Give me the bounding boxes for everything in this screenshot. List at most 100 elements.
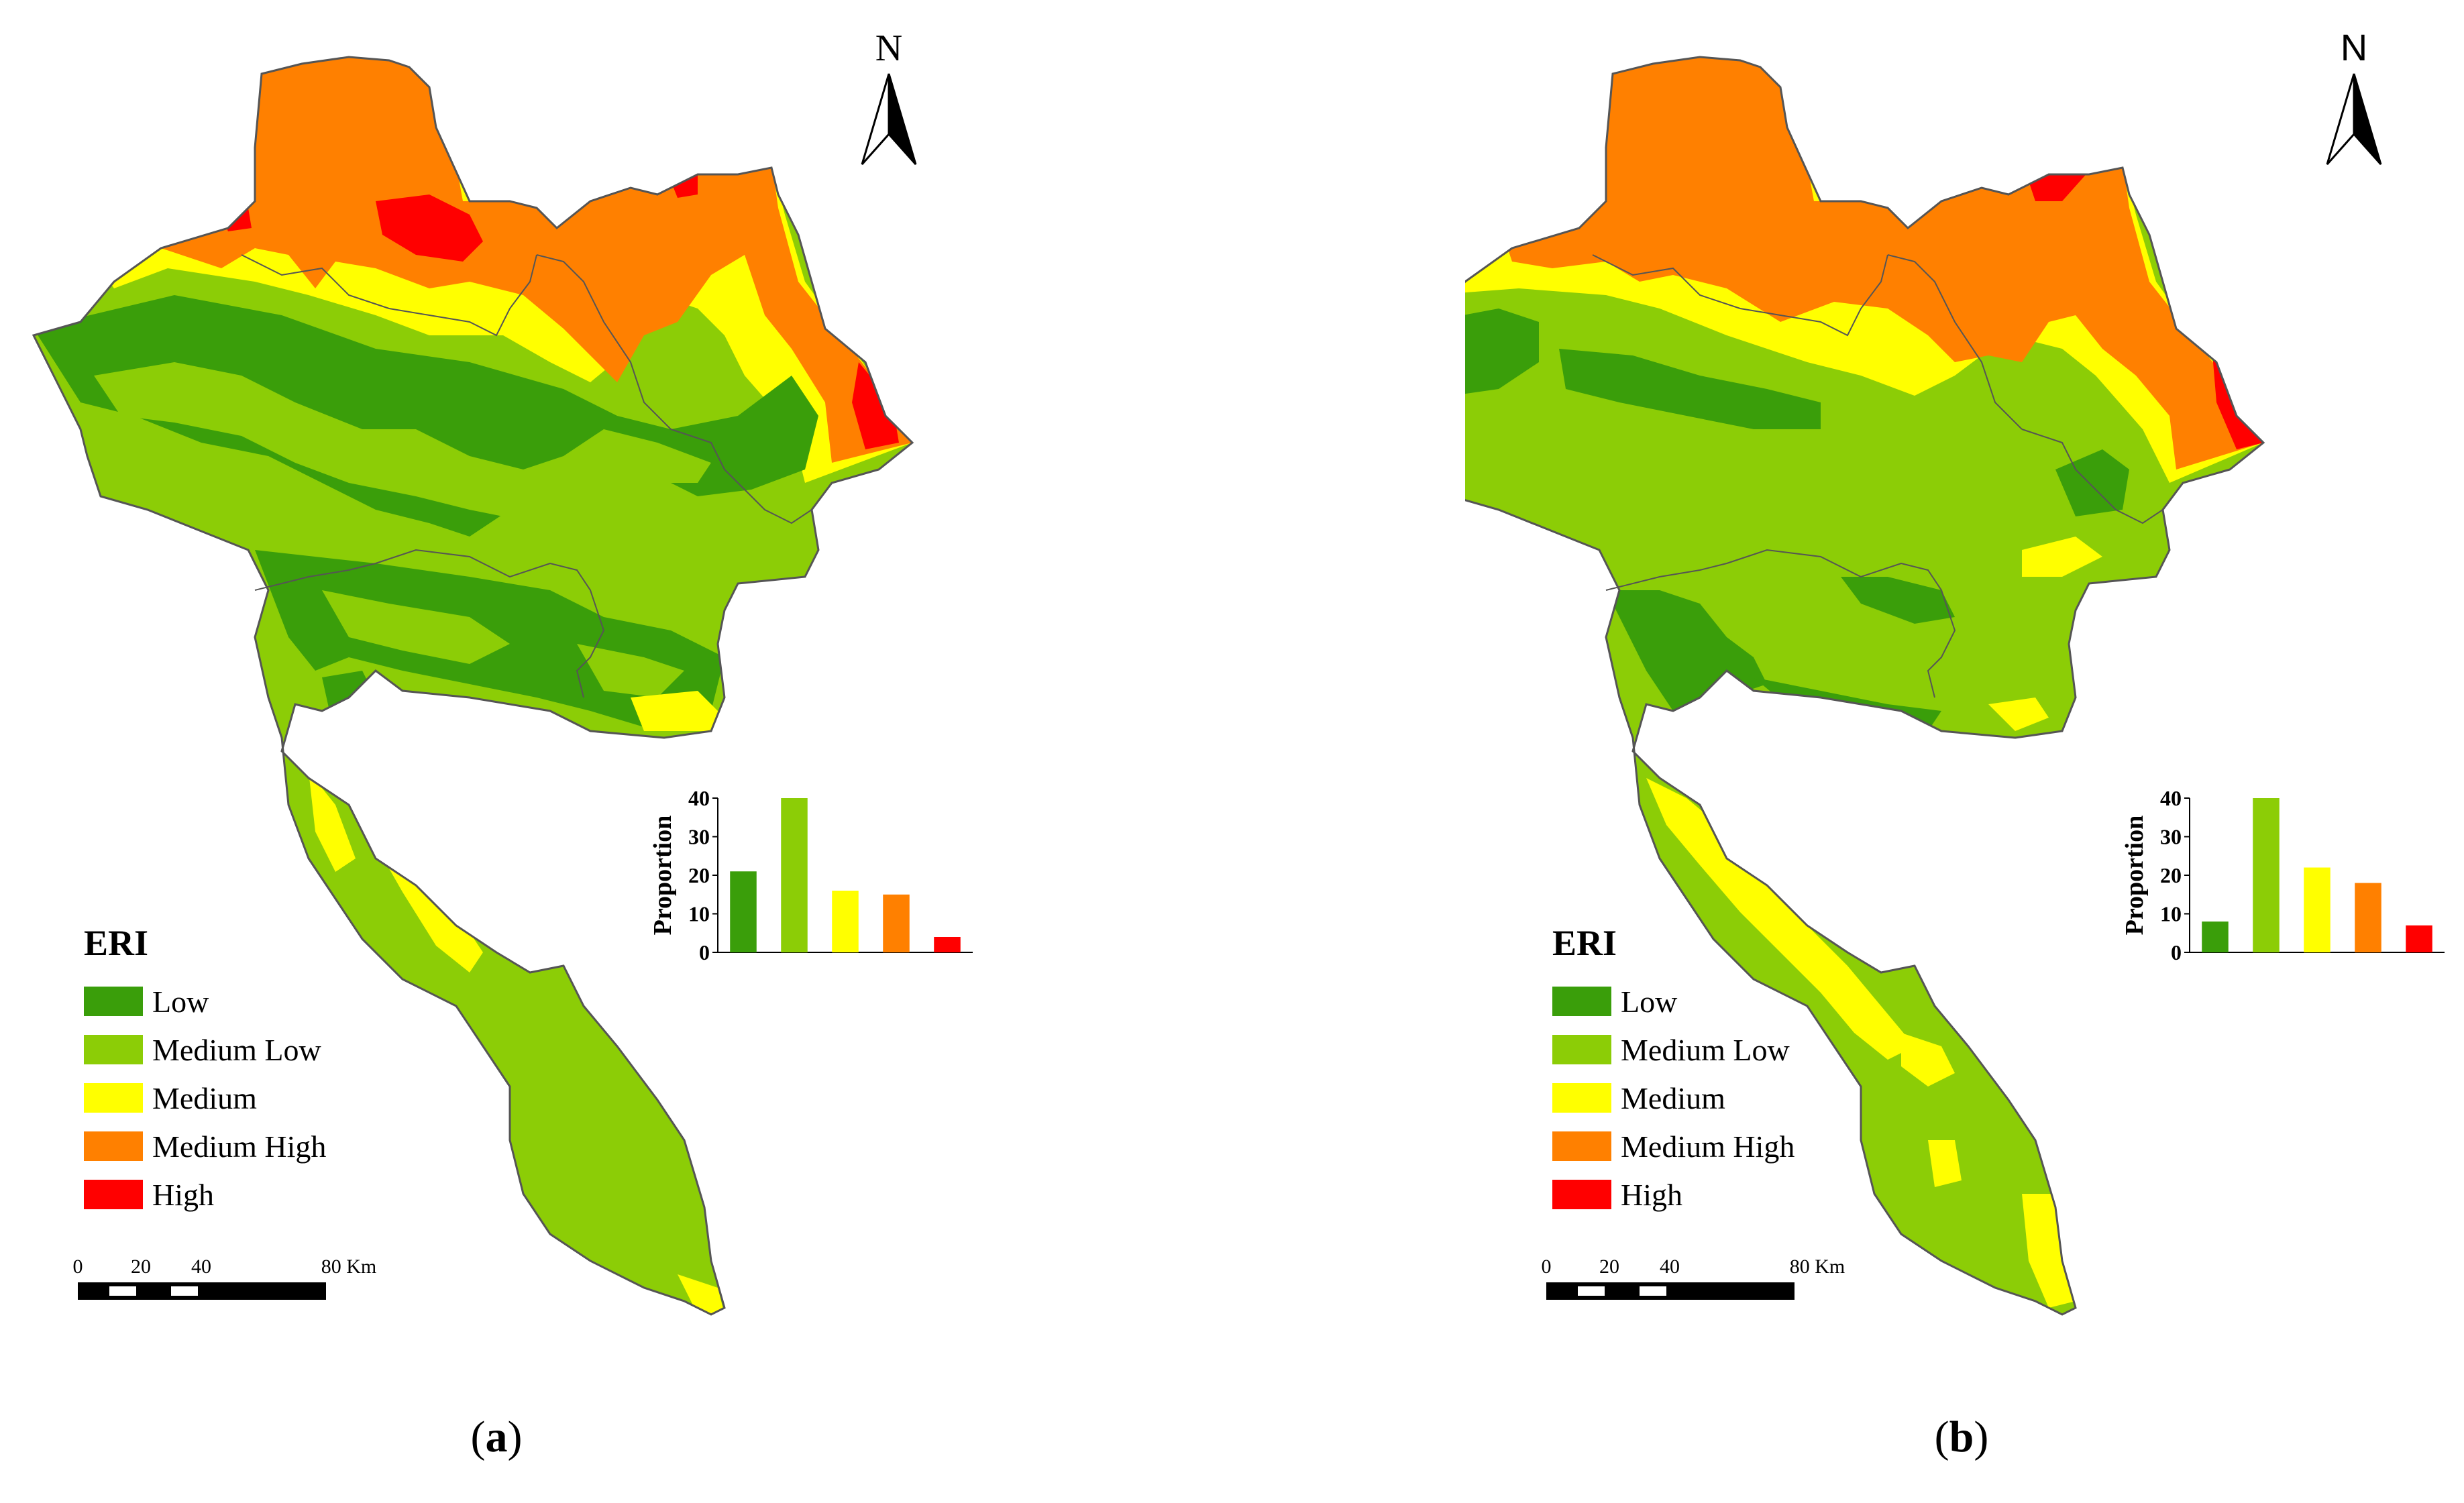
zone-medium-high: [148, 57, 912, 463]
legend-item: Medium Low: [84, 1025, 419, 1074]
zone-low: [1646, 724, 1727, 765]
scale-bar-a: 0 20 40 80 Km: [73, 1256, 377, 1300]
north-arrow-icon: [861, 73, 890, 165]
panel-label-open: (: [470, 1412, 486, 1461]
legend-swatch: [1552, 1131, 1611, 1161]
north-label: N: [875, 27, 902, 69]
legend-label: Medium Low: [1621, 1032, 1790, 1067]
scale-tick-label: 0: [1542, 1256, 1552, 1278]
panel-label-letter: b: [1949, 1412, 1974, 1461]
y-tick-label: 30: [688, 825, 710, 849]
legend-item: High: [84, 1170, 419, 1219]
y-tick-label: 40: [2160, 786, 2182, 810]
y-tick-label: 0: [2171, 940, 2182, 964]
north-arrow-icon: [2326, 73, 2355, 165]
map-a-svg: [32, 56, 914, 1316]
scale-bar-segment: [109, 1286, 136, 1296]
scale-tick-label: 80 Km: [1790, 1256, 1845, 1278]
panel-label-b: (b): [1908, 1412, 2015, 1463]
north-label: N: [2341, 26, 2367, 68]
y-tick-label: 30: [2160, 825, 2182, 849]
zone-medium: [2022, 537, 2102, 577]
scale-bar-segment: [1578, 1286, 1605, 1296]
y-tick-label: 10: [2160, 902, 2182, 926]
boundary-lines-b: [1465, 56, 2265, 1316]
legend-item: Low: [84, 977, 419, 1025]
bar-low: [730, 871, 757, 952]
legend-label: Medium Low: [152, 1032, 321, 1067]
scale-tick-label: 20: [131, 1256, 151, 1278]
legend-item: High: [1552, 1170, 1888, 1219]
zone-medium-low: [94, 362, 711, 523]
zone-medium: [631, 691, 725, 731]
panel-label-open: (: [1934, 1412, 1949, 1461]
y-axis-label: Proportion: [2123, 816, 2149, 936]
bar-medium: [832, 891, 859, 952]
scale-tick-label: 40: [191, 1256, 211, 1278]
bar-medium-low: [2253, 798, 2280, 952]
bar-medium-low: [781, 798, 808, 952]
y-axis-label: Proportion: [651, 816, 677, 936]
zone-medium: [678, 1274, 725, 1315]
legend-label: Medium: [1621, 1080, 1725, 1115]
zone-low: [34, 295, 818, 537]
north-arrow: N: [2326, 26, 2382, 165]
legend-b: ERI Low Medium Low Medium Medium High Hi…: [1552, 922, 1888, 1219]
bar-medium-high: [2355, 883, 2381, 952]
panel-label-close: ): [1974, 1412, 1989, 1461]
y-tick-label: 20: [688, 863, 710, 887]
map-panel-b: N ERI Low Medium Low Medium Medium High …: [1465, 0, 2464, 1503]
zone-medium-low: [322, 590, 510, 664]
bar-medium-high: [883, 894, 910, 952]
legend-title: ERI: [84, 923, 149, 963]
legend-item: Low: [1552, 977, 1888, 1025]
legend-swatch: [84, 1083, 143, 1113]
legend-swatch: [1552, 1083, 1611, 1113]
zone-high: [852, 362, 899, 449]
north-arrow-icon: [888, 73, 917, 165]
bar-low: [2202, 922, 2229, 952]
legend-swatch: [84, 1131, 143, 1161]
legend-swatch: [1552, 1035, 1611, 1064]
legend-swatch: [1552, 1180, 1611, 1209]
bar-high: [2406, 925, 2432, 952]
zone-medium: [1988, 698, 2049, 731]
north-arrow: N: [861, 27, 917, 165]
panel-label-a: (a): [443, 1412, 550, 1463]
north-arrow-icon: [2353, 73, 2382, 165]
scale-tick-label: 80 Km: [321, 1256, 377, 1278]
legend-label: Medium High: [152, 1129, 327, 1164]
zone-medium-high: [1499, 57, 2263, 469]
legend-label: Medium High: [1621, 1129, 1795, 1164]
legend-swatch: [84, 1180, 143, 1209]
zone-low: [1465, 309, 1539, 396]
zone-low: [322, 671, 382, 751]
zone-medium: [309, 771, 356, 872]
panel-label-close: ): [507, 1412, 523, 1461]
zone-medium: [1928, 1140, 1962, 1187]
legend-label: High: [1621, 1177, 1682, 1212]
map-panel-a: N ERI Low Medium Low Medium Medium High …: [32, 27, 973, 1463]
legend-label: Medium: [152, 1080, 257, 1115]
legend-item: Medium: [1552, 1074, 1888, 1122]
scale-bar-b: 0 20 40 80 Km: [1542, 1256, 1845, 1300]
legend-item: Medium: [84, 1074, 419, 1122]
zone-low: [1559, 349, 1821, 429]
y-tick-label: 0: [699, 940, 710, 964]
legend-label: High: [152, 1177, 214, 1212]
proportion-chart-a: Proportion 0 10 20 30 40: [651, 786, 973, 964]
scale-tick-label: 40: [1660, 1256, 1680, 1278]
legend-label: Low: [152, 984, 209, 1019]
y-tick-label: 10: [688, 902, 710, 926]
scale-tick-label: 20: [1599, 1256, 1619, 1278]
panel-label-letter: a: [485, 1412, 508, 1461]
zone-high: [376, 194, 483, 262]
legend-title: ERI: [1552, 923, 1617, 963]
bar-medium: [2304, 867, 2331, 952]
boundary-lines-a: [32, 56, 914, 1316]
zone-medium: [1646, 778, 1915, 1060]
y-tick-label: 20: [2160, 863, 2182, 887]
legend-a: ERI Low Medium Low Medium Medium High Hi…: [84, 922, 419, 1219]
zone-medium-low: [577, 644, 684, 698]
legend-item: Medium High: [1552, 1122, 1888, 1170]
